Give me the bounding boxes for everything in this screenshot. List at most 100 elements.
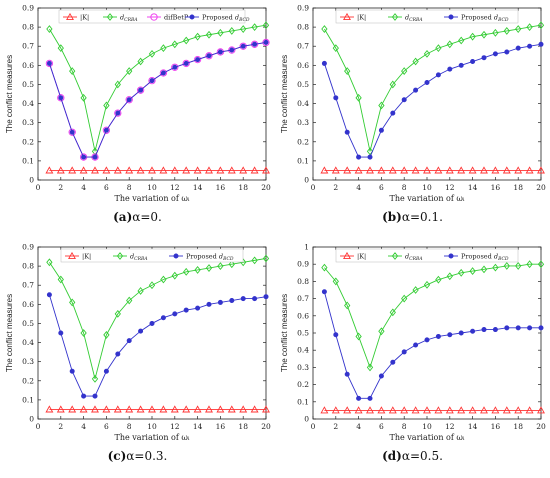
y-tick-label: 0.4 (297, 99, 309, 108)
data-point (194, 266, 201, 274)
data-point (125, 96, 133, 104)
data-point (320, 406, 329, 414)
series--k- (320, 166, 545, 174)
legend-box (60, 248, 244, 263)
data-point (400, 406, 409, 414)
x-tick-label: 6 (379, 422, 384, 431)
data-point (537, 260, 545, 269)
data-point (502, 166, 511, 174)
data-point (366, 363, 374, 372)
chart-c: 0 2 4 6 8 10 12 14 16 18 20 0 0.1 0.2 0.3 0.4 0.5 0.6 0.7 0… (5, 243, 271, 443)
caption-letter: (c) (107, 449, 127, 463)
data-point (367, 395, 373, 401)
y-tick-label: 0.2 (297, 380, 309, 389)
legend-marker (68, 251, 76, 260)
legend-label: |K| (82, 252, 91, 260)
data-point (515, 261, 522, 270)
data-point (172, 311, 178, 317)
x-tick-label: 14 (468, 183, 478, 192)
data-point (171, 271, 178, 280)
x-tick-label: 2 (58, 422, 63, 431)
series-d-crba (321, 260, 545, 372)
chart-panel-a: 0 2 4 6 8 10 12 14 16 18 20 0 0.1 0.2 0.3 0.4 0.5 0.6 0.7 0… (0, 0, 275, 239)
data-point (80, 93, 87, 102)
data-point (366, 147, 374, 156)
x-tick-label: 18 (238, 422, 248, 431)
data-point (115, 110, 121, 116)
data-point (354, 406, 363, 414)
data-point (182, 405, 191, 413)
x-tick-label: 10 (147, 422, 157, 431)
data-point (252, 296, 258, 302)
series--k- (45, 166, 270, 174)
data-point (103, 101, 110, 110)
caption-a: (a)α=0. (0, 210, 275, 224)
data-point (526, 23, 533, 32)
data-point (262, 405, 270, 413)
data-point (538, 325, 544, 331)
data-point (538, 41, 544, 47)
data-point (458, 330, 464, 336)
chart-panel-b: 0 2 4 6 8 10 12 14 16 18 20 0 0.1 0.2 0.3 0.4 0.5 0.6 0.7 0… (275, 0, 550, 239)
data-point (46, 25, 53, 33)
data-point (445, 406, 454, 414)
data-point (355, 332, 362, 341)
data-point (434, 166, 443, 174)
y-tick-label: 0.3 (297, 118, 309, 127)
data-point (183, 307, 189, 313)
data-point (80, 329, 87, 337)
data-point (378, 373, 384, 379)
data-point (321, 263, 328, 272)
data-point (321, 289, 327, 295)
chart-a: 0 2 4 6 8 10 12 14 16 18 20 0 0.1 0.2 0.3 0.4 0.5 0.6 0.7 0… (5, 4, 271, 204)
data-point (445, 166, 454, 174)
x-tick-label: 4 (356, 422, 361, 431)
data-point (413, 342, 419, 348)
data-point (481, 55, 487, 61)
x-tick-label: 6 (104, 183, 109, 192)
data-point (458, 268, 465, 277)
x-axis-label: The variation of ωᵢ (115, 433, 190, 442)
legend-marker (448, 14, 454, 20)
x-tick-label: 18 (513, 183, 523, 192)
y-tick-label: 0.5 (297, 80, 309, 89)
data-point (492, 28, 499, 37)
data-point (217, 49, 223, 55)
legend-label: Proposed dBCD (186, 252, 234, 261)
plot-area (37, 246, 267, 420)
data-point (216, 405, 225, 413)
data-point (138, 328, 144, 334)
data-point (262, 38, 270, 47)
data-point (182, 166, 191, 174)
data-point (458, 36, 465, 45)
data-point (401, 97, 407, 103)
y-tick-label: 0 (304, 415, 309, 424)
data-point (240, 25, 247, 33)
data-point (126, 296, 133, 305)
plot-area (312, 7, 542, 181)
y-tick-label: 0.3 (297, 363, 309, 372)
data-point (263, 39, 269, 45)
data-point (470, 328, 476, 334)
data-point (333, 332, 339, 338)
y-tick-label: 0.6 (22, 61, 34, 70)
data-point (457, 166, 466, 174)
legend: |K| dCRBA Proposed dBCD (60, 248, 244, 263)
x-tick-label: 20 (261, 183, 271, 192)
data-point (216, 166, 225, 174)
x-tick-label: 4 (356, 183, 361, 192)
data-point (228, 260, 235, 269)
data-point (356, 395, 362, 401)
data-point (195, 305, 201, 311)
data-point (160, 275, 167, 284)
chart-panel-d: 0 2 4 6 8 10 12 14 16 18 20 0 0.1 0.2 0.3 0.4 0.5 0.6 0.7 0… (275, 239, 550, 478)
data-point (503, 261, 510, 270)
data-point (332, 277, 339, 286)
legend-label: Proposed dBCD (461, 13, 509, 23)
data-point (333, 95, 339, 101)
data-point (81, 154, 87, 160)
data-point (321, 25, 328, 33)
data-point (91, 166, 99, 174)
data-point (195, 57, 201, 63)
x-tick-label: 0 (311, 183, 316, 192)
